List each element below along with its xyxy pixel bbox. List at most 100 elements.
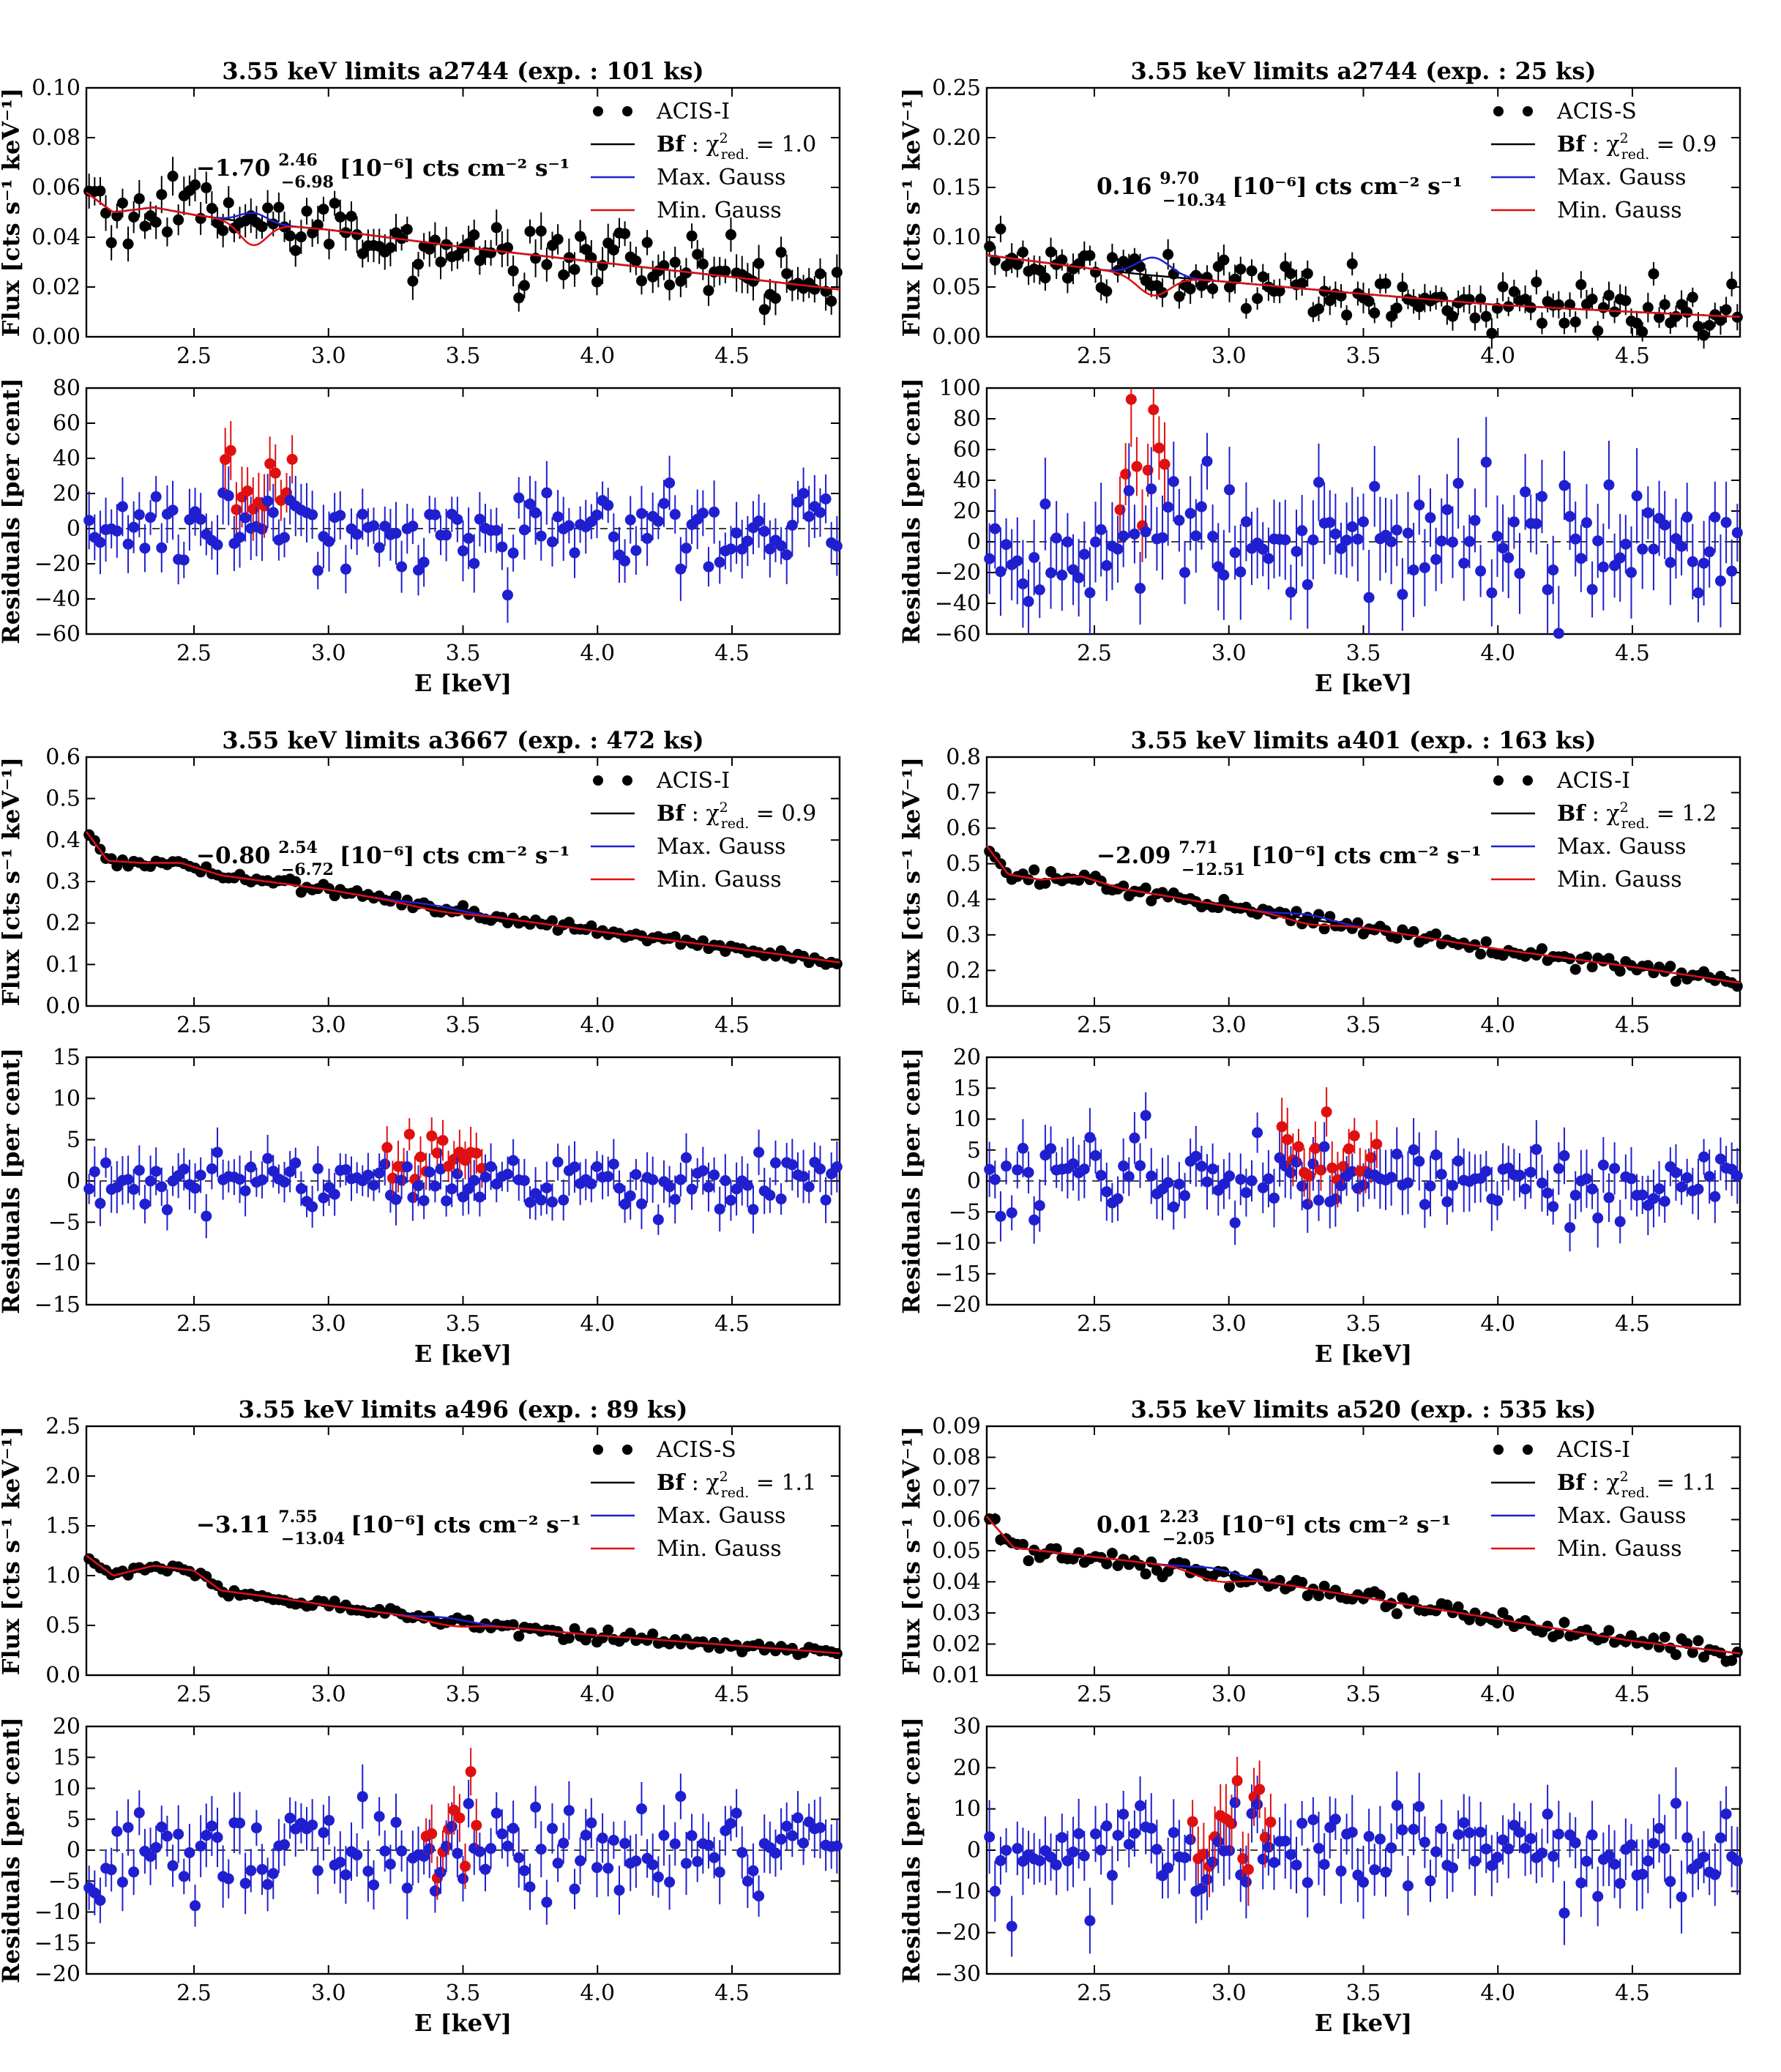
legend-data-marker	[593, 106, 603, 116]
flux-y-axis-label: Flux [cts s⁻¹ keV⁻¹]	[897, 757, 925, 1006]
legend-chi: : χ	[684, 132, 719, 157]
residual-data-point	[541, 1182, 553, 1193]
legend-min-gauss-label: Min. Gauss	[657, 1536, 782, 1562]
residual-data-point	[1425, 1180, 1436, 1192]
residual-data-point	[507, 547, 519, 559]
residual-data-point	[195, 513, 206, 525]
flux-y-tick-label: 2.0	[45, 1464, 81, 1489]
residual-data-point	[1654, 1822, 1665, 1834]
flux-data-point	[1224, 1581, 1236, 1592]
residual-data-point	[351, 1849, 363, 1861]
residual-data-point	[786, 1159, 798, 1171]
residual-data-point	[1257, 543, 1269, 555]
residual-y-tick-label: −40	[935, 591, 981, 616]
flux-data-point	[1430, 928, 1442, 940]
residual-data-point	[1564, 1222, 1576, 1234]
residual-data-point	[1625, 567, 1637, 578]
residual-data-point	[831, 540, 843, 552]
flux-x-tick-label: 4.5	[714, 1682, 750, 1707]
flux-limit-value: −2.09	[1097, 843, 1179, 869]
residual-data-point	[474, 1846, 485, 1857]
residual-data-point	[206, 1820, 217, 1832]
residual-data-point	[758, 526, 770, 537]
flux-data-point	[1692, 1635, 1704, 1647]
legend-max-gauss-label: Max. Gauss	[1557, 834, 1687, 860]
residual-y-tick-label: 5	[967, 1138, 981, 1163]
flux-data-point	[1446, 310, 1458, 322]
flux-data-point	[747, 275, 759, 287]
residual-data-point	[669, 509, 681, 521]
residual-data-point	[1101, 559, 1113, 571]
residual-data-point	[1503, 1843, 1515, 1855]
residual-data-point	[1654, 1183, 1665, 1195]
residual-data-point	[1531, 518, 1542, 529]
residual-data-point	[1670, 1797, 1681, 1809]
residual-data-point	[312, 1865, 324, 1877]
residual-data-point	[122, 538, 134, 550]
residual-data-point	[1195, 1160, 1207, 1172]
flux-x-tick-label: 3.5	[1346, 1013, 1381, 1038]
residual-data-point	[1514, 1827, 1526, 1838]
flux-y-tick-label: 1.5	[45, 1513, 81, 1539]
residual-data-point	[995, 1855, 1007, 1866]
residual-data-point	[184, 1846, 195, 1858]
residual-data-point	[133, 509, 145, 521]
residual-data-point	[1056, 570, 1068, 581]
flux-y-tick-label: 0.6	[946, 816, 981, 841]
residual-data-point	[546, 536, 558, 548]
flux-data-point	[831, 958, 843, 969]
residual-data-point	[624, 1190, 636, 1201]
residual-data-point	[424, 1843, 436, 1855]
residual-data-point	[1480, 456, 1492, 468]
residual-data-point	[1090, 1149, 1102, 1161]
residual-data-point	[1118, 1160, 1130, 1172]
flux-data-point	[1631, 317, 1643, 329]
residual-data-point	[995, 1210, 1007, 1222]
flux-x-tick-label: 3.0	[311, 343, 346, 369]
flux-data-point	[384, 242, 396, 253]
residual-y-tick-label: −10	[34, 1251, 81, 1277]
flux-x-tick-label: 4.0	[1480, 1013, 1515, 1038]
residual-data-point	[1564, 1829, 1576, 1841]
residual-data-point	[831, 1161, 843, 1173]
residual-x-axis-label: E [keV]	[414, 1340, 512, 1368]
flux-limit-value: 0.01	[1097, 1512, 1160, 1538]
flux-data-point	[1659, 1631, 1670, 1643]
flux-limit-lower: −2.05	[1162, 1529, 1215, 1549]
residual-data-point	[1720, 1808, 1732, 1820]
residual-data-point	[362, 1866, 374, 1877]
residual-data-point	[1135, 1160, 1146, 1171]
flux-data-point	[1073, 1547, 1085, 1559]
residual-data-point	[630, 1169, 642, 1180]
residual-data-point	[373, 542, 385, 554]
flux-data-point	[1296, 277, 1308, 289]
residual-data-point	[1463, 536, 1475, 548]
residual-data-point	[1162, 1862, 1174, 1874]
residual-data-point	[513, 492, 525, 504]
residual-data-point	[1536, 1847, 1547, 1859]
residual-data-point	[731, 1807, 742, 1819]
flux-data-point	[563, 1632, 575, 1644]
flux-data-point	[1397, 281, 1408, 293]
flux-y-tick-label: 0.10	[932, 225, 981, 250]
flux-data-point	[1374, 1590, 1386, 1601]
residual-highlight-point	[1187, 1816, 1198, 1827]
residual-data-point	[468, 558, 480, 570]
residual-data-point	[1514, 567, 1526, 579]
flux-data-point	[1023, 874, 1034, 886]
flux-data-point	[1380, 277, 1392, 289]
residual-data-point	[995, 566, 1007, 578]
flux-y-tick-label: 0.04	[31, 225, 81, 250]
flux-data-point	[1363, 296, 1375, 308]
residual-data-point	[390, 527, 402, 539]
residual-data-point	[664, 477, 676, 489]
residual-data-point	[1106, 1869, 1118, 1881]
residual-data-point	[1012, 1164, 1023, 1176]
residual-y-tick-label: 20	[953, 499, 981, 524]
residual-data-point	[513, 1852, 525, 1863]
flux-y-tick-label: 0.0	[45, 994, 81, 1019]
residual-data-point	[742, 535, 753, 547]
flux-limit-upper: 9.70	[1160, 169, 1199, 188]
residual-data-point	[1425, 1875, 1436, 1887]
residual-data-point	[100, 1157, 112, 1169]
